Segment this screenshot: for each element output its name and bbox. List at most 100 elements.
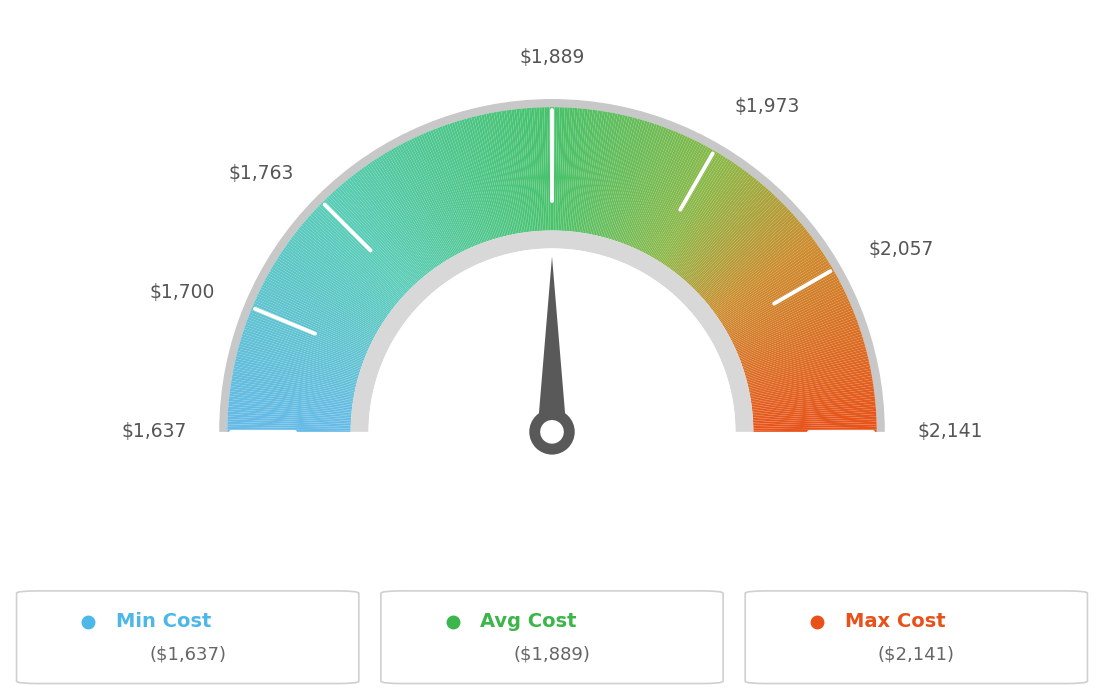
Wedge shape xyxy=(427,131,477,246)
Wedge shape xyxy=(577,110,595,233)
Wedge shape xyxy=(681,184,763,279)
Wedge shape xyxy=(566,108,577,231)
Wedge shape xyxy=(753,417,877,424)
Wedge shape xyxy=(604,118,638,237)
Wedge shape xyxy=(672,172,749,272)
Text: ($1,889): ($1,889) xyxy=(513,646,591,664)
Wedge shape xyxy=(753,424,877,428)
Wedge shape xyxy=(244,326,361,368)
Wedge shape xyxy=(481,115,510,235)
Wedge shape xyxy=(466,118,500,237)
Wedge shape xyxy=(753,411,877,421)
Wedge shape xyxy=(744,334,862,373)
Wedge shape xyxy=(351,230,753,432)
Wedge shape xyxy=(679,180,758,277)
Wedge shape xyxy=(703,217,797,300)
Wedge shape xyxy=(630,133,681,247)
Wedge shape xyxy=(680,181,761,278)
Wedge shape xyxy=(693,201,782,290)
Wedge shape xyxy=(343,181,424,278)
Wedge shape xyxy=(597,115,628,236)
Wedge shape xyxy=(751,379,872,400)
Wedge shape xyxy=(449,123,490,241)
Wedge shape xyxy=(433,129,479,245)
Wedge shape xyxy=(614,123,655,241)
Wedge shape xyxy=(664,162,734,266)
Wedge shape xyxy=(689,193,774,285)
Wedge shape xyxy=(578,110,597,233)
Wedge shape xyxy=(599,116,630,237)
Wedge shape xyxy=(270,269,378,332)
Wedge shape xyxy=(622,127,667,244)
Wedge shape xyxy=(257,294,370,348)
Wedge shape xyxy=(658,157,726,262)
Wedge shape xyxy=(668,166,741,268)
Wedge shape xyxy=(509,110,527,233)
Wedge shape xyxy=(751,384,873,404)
Wedge shape xyxy=(231,381,353,402)
Wedge shape xyxy=(229,402,351,415)
Wedge shape xyxy=(527,108,538,231)
Wedge shape xyxy=(252,305,367,355)
Wedge shape xyxy=(751,381,873,402)
Wedge shape xyxy=(736,303,851,353)
Wedge shape xyxy=(230,388,352,406)
Wedge shape xyxy=(372,161,442,264)
Wedge shape xyxy=(378,157,446,262)
Wedge shape xyxy=(404,141,461,253)
Wedge shape xyxy=(752,399,875,413)
Wedge shape xyxy=(288,241,389,315)
Wedge shape xyxy=(567,108,580,231)
Wedge shape xyxy=(692,199,779,288)
Wedge shape xyxy=(605,119,640,238)
Wedge shape xyxy=(442,126,486,242)
Wedge shape xyxy=(745,339,863,375)
Wedge shape xyxy=(743,331,861,371)
Wedge shape xyxy=(741,319,858,364)
Wedge shape xyxy=(286,243,389,316)
Wedge shape xyxy=(258,291,371,346)
Wedge shape xyxy=(254,301,368,352)
Wedge shape xyxy=(648,146,709,255)
Wedge shape xyxy=(391,148,454,257)
Wedge shape xyxy=(241,339,359,375)
Wedge shape xyxy=(586,112,611,234)
Wedge shape xyxy=(750,368,871,394)
Wedge shape xyxy=(384,152,449,259)
Wedge shape xyxy=(749,364,870,391)
Wedge shape xyxy=(361,168,435,269)
Wedge shape xyxy=(571,108,585,232)
Wedge shape xyxy=(625,129,671,245)
Wedge shape xyxy=(612,121,650,240)
Wedge shape xyxy=(634,135,686,248)
Wedge shape xyxy=(229,404,351,416)
Wedge shape xyxy=(235,356,357,386)
Wedge shape xyxy=(445,125,487,242)
Wedge shape xyxy=(227,426,351,431)
Wedge shape xyxy=(542,107,548,230)
Wedge shape xyxy=(620,126,665,243)
Wedge shape xyxy=(646,145,707,255)
FancyBboxPatch shape xyxy=(745,591,1087,684)
Wedge shape xyxy=(718,247,820,319)
Wedge shape xyxy=(246,319,363,364)
Text: $1,700: $1,700 xyxy=(149,283,214,302)
Circle shape xyxy=(540,420,564,444)
FancyBboxPatch shape xyxy=(17,591,359,684)
Wedge shape xyxy=(750,373,872,397)
Wedge shape xyxy=(234,366,354,393)
Wedge shape xyxy=(582,111,603,233)
Wedge shape xyxy=(368,164,439,266)
Wedge shape xyxy=(297,229,395,307)
Wedge shape xyxy=(688,192,773,284)
Wedge shape xyxy=(661,159,730,264)
Wedge shape xyxy=(733,291,846,346)
Wedge shape xyxy=(712,235,811,311)
Wedge shape xyxy=(720,251,824,322)
Text: $2,141: $2,141 xyxy=(917,422,983,442)
Wedge shape xyxy=(750,371,871,395)
Wedge shape xyxy=(231,386,352,405)
Text: $1,763: $1,763 xyxy=(229,164,294,183)
Wedge shape xyxy=(553,107,558,230)
Wedge shape xyxy=(564,108,575,231)
